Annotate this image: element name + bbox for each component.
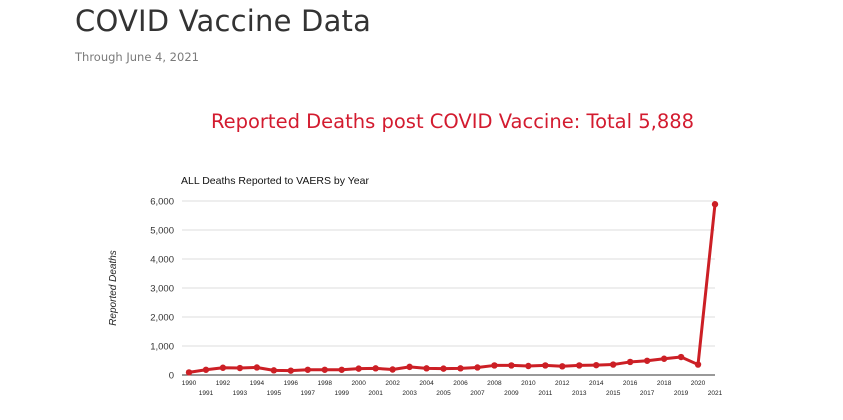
data-point [253,364,261,371]
x-tick-label: 2013 [572,390,587,397]
data-point [609,361,617,368]
x-tick-label: 1991 [199,390,214,397]
chart-title: ALL Deaths Reported to VAERS by Year [181,175,369,187]
data-point [593,361,600,369]
data-point [372,365,379,372]
data-point [660,355,668,362]
data-point [694,361,702,368]
y-tick-label: 5,000 [150,226,174,237]
data-point [559,363,566,370]
x-tick-label: 2021 [708,390,723,397]
x-tick-label: 1999 [334,390,349,397]
y-tick-label: 3,000 [150,284,174,295]
data-point [474,364,481,371]
x-tick-label: 2001 [368,390,383,397]
x-tick-label: 2017 [640,390,655,397]
x-tick-label: 1994 [250,380,265,387]
data-point [626,358,634,366]
x-tick-label: 1998 [318,380,333,387]
data-point [576,362,583,369]
x-tick-label: 2004 [419,380,434,387]
x-tick-label: 2010 [521,380,536,387]
y-axis-label: Reported Deaths [108,250,119,326]
data-point [423,365,430,372]
page-title: COVID Vaccine Data [75,4,372,38]
x-tick-label: 2003 [402,390,417,397]
data-point [236,364,244,372]
x-tick-label: 2014 [589,380,604,387]
x-tick-label: 1996 [284,380,299,387]
x-tick-label: 1993 [233,390,248,397]
data-point [508,362,515,369]
y-tick-label: 0 [169,371,174,382]
data-point [338,366,345,373]
y-tick-label: 1,000 [150,342,174,353]
data-point [643,357,651,364]
chart-heading: Reported Deaths post COVID Vaccine: Tota… [210,110,695,133]
x-tick-label: 1995 [267,390,282,397]
x-tick-label: 2012 [555,380,570,387]
data-point [219,364,227,371]
x-tick-label: 2007 [470,390,485,397]
data-point [287,367,295,374]
y-tick-label: 6,000 [150,197,174,208]
data-point [457,365,464,372]
data-point [202,366,210,373]
data-point [389,366,396,373]
x-tick-label: 2018 [657,380,672,387]
y-tick-label: 4,000 [150,255,174,266]
data-point [491,362,498,369]
x-tick-label: 1990 [182,380,197,387]
data-point [185,369,193,376]
data-point [406,363,413,371]
x-tick-label: 2008 [487,380,502,387]
data-point [525,362,532,370]
data-point [304,366,311,373]
x-tick-label: 2005 [436,390,451,397]
data-point [711,201,719,208]
y-tick-label: 2,000 [150,313,174,324]
x-tick-label: 2015 [606,390,621,397]
x-tick-label: 2011 [538,390,552,397]
data-point [440,365,447,372]
data-point [355,365,362,372]
page-subtitle: Through June 4, 2021 [75,50,199,64]
data-point [677,353,685,361]
x-tick-label: 2019 [674,390,689,397]
data-point [542,362,549,369]
x-tick-label: 1997 [301,390,316,397]
data-point [321,366,328,373]
x-tick-label: 2002 [385,380,400,387]
x-tick-label: 2009 [504,390,519,397]
x-tick-label: 2016 [623,380,638,387]
x-tick-label: 2020 [691,380,706,387]
data-point [270,367,278,374]
x-tick-label: 1992 [216,380,231,387]
x-tick-label: 2000 [351,380,366,387]
x-tick-label: 2006 [453,380,468,387]
